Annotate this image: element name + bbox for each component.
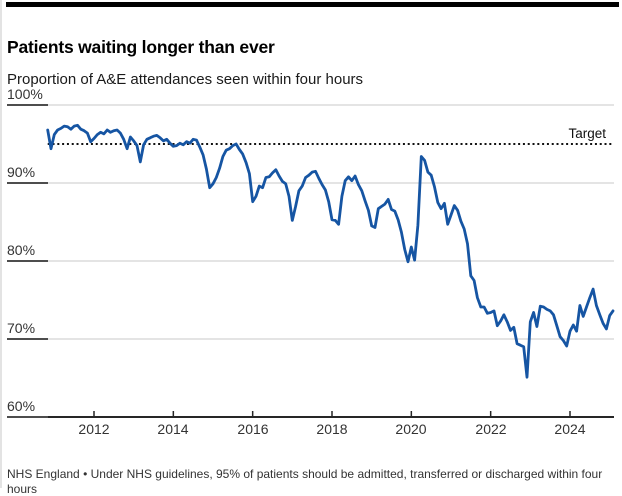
y-axis-label-80: 80% — [7, 242, 36, 258]
y-axis-label-90: 90% — [7, 164, 36, 180]
separator-dot: • — [83, 467, 88, 481]
x-axis-label-2012: 2012 — [78, 421, 110, 437]
page-title: Patients waiting longer than ever — [7, 36, 275, 57]
data-line — [46, 123, 615, 379]
page-subtitle: Proportion of A&E attendances seen withi… — [7, 71, 364, 88]
target-line-label: Target — [568, 126, 606, 141]
y-axis-label-60: 60% — [7, 398, 36, 414]
x-axis-label-2016: 2016 — [237, 421, 269, 437]
x-axis-label-2020: 2020 — [395, 421, 427, 437]
guideline-note: Under NHS guidelines, 95% of patients sh… — [7, 467, 603, 496]
y-axis-label-70: 70% — [7, 320, 36, 336]
y-axis-label-100: 100% — [7, 86, 43, 102]
source-name: NHS England — [7, 467, 80, 481]
x-axis-label-2024: 2024 — [554, 421, 586, 437]
x-axis-label-2018: 2018 — [316, 421, 348, 437]
source-note: NHS England • Under NHS guidelines, 95% … — [7, 467, 611, 496]
x-axis-label-2022: 2022 — [475, 421, 507, 437]
x-axis-label-2014: 2014 — [157, 421, 189, 437]
top-accent-bar — [6, 2, 619, 7]
